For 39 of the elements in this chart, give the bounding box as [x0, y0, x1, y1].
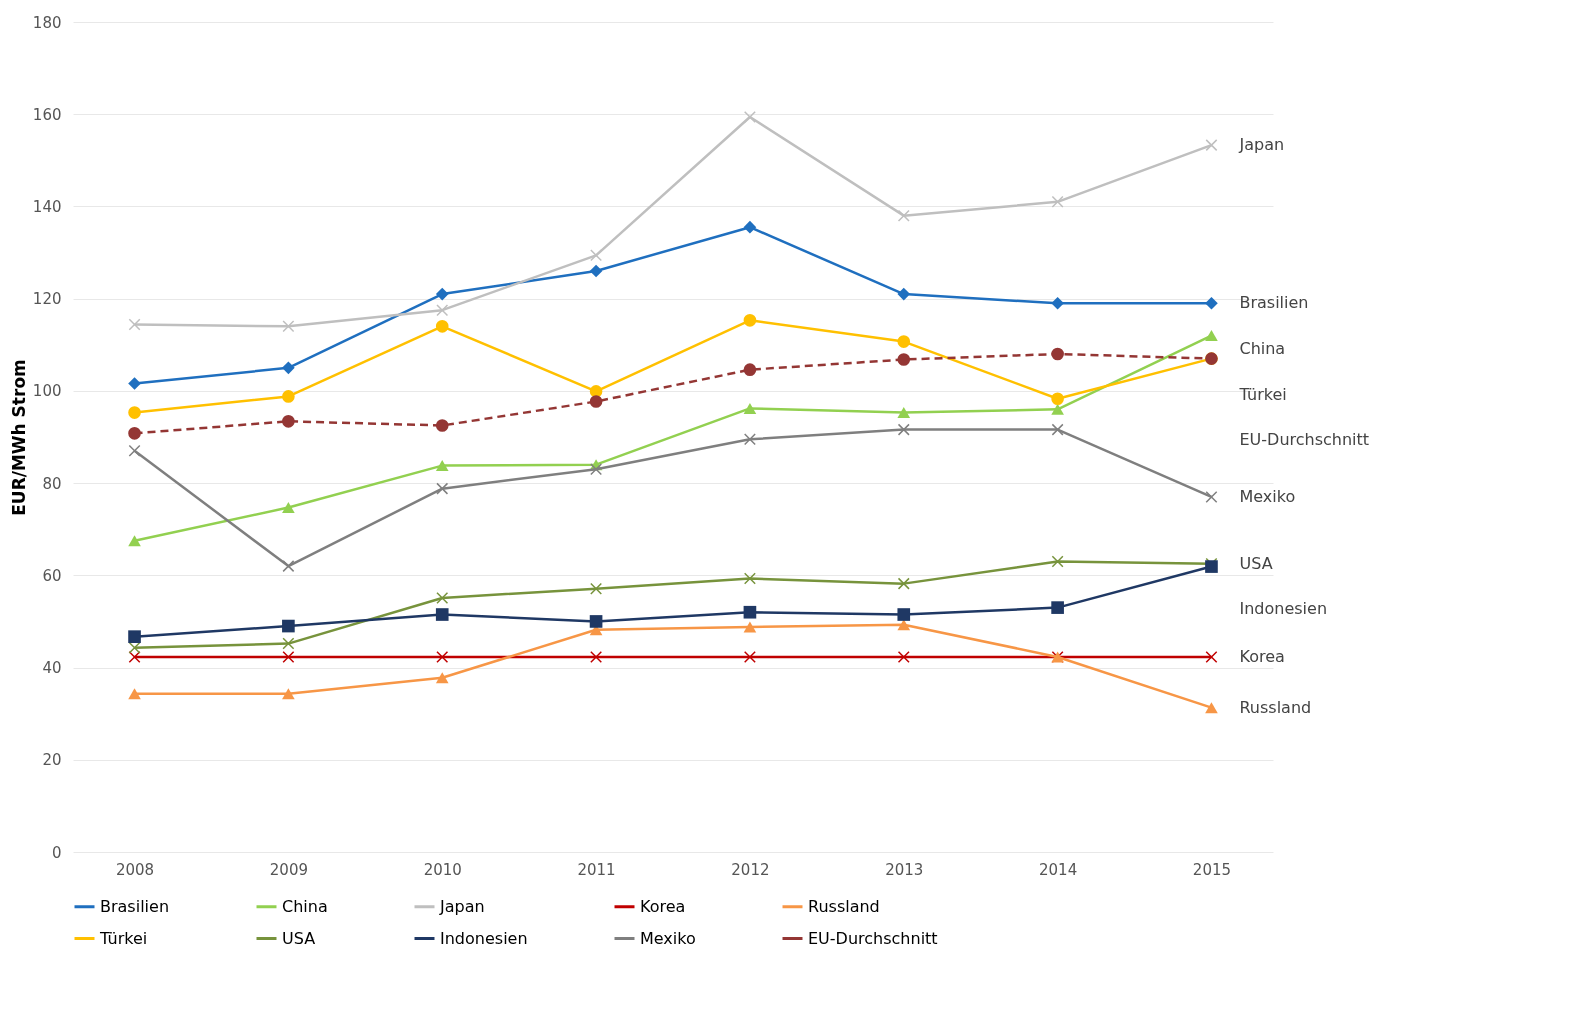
- text: EU-Durchschnitt: [1239, 430, 1370, 450]
- legend-label: Indonesien: [440, 928, 528, 948]
- y-tick-label: 160: [32, 105, 62, 124]
- y-tick-label: 60: [42, 566, 62, 585]
- legend-label: China: [282, 896, 328, 916]
- text: Indonesien: [1239, 599, 1328, 619]
- x-tick-label: 2008: [115, 860, 155, 879]
- x-tick-label: 2010: [423, 860, 462, 879]
- y-tick-label: 120: [32, 290, 62, 309]
- text: Brasilien: [1239, 293, 1309, 313]
- x-tick-label: 2014: [1039, 860, 1078, 879]
- text: USA: [1239, 553, 1273, 573]
- legend-label: Russland: [808, 896, 880, 916]
- y-tick-label: 180: [32, 13, 62, 32]
- legend-label: USA: [282, 928, 316, 948]
- y-tick-label: 0: [51, 843, 62, 862]
- legend-label: Korea: [640, 896, 686, 916]
- text: Japan: [1239, 135, 1285, 155]
- y-tick-label: 100: [32, 382, 62, 401]
- x-tick-label: 2012: [731, 860, 770, 879]
- text: Türkei: [1239, 384, 1287, 404]
- text: China: [1239, 338, 1286, 358]
- text: Russland: [1239, 697, 1312, 717]
- y-axis-title: EUR/MWh Strom: [8, 359, 29, 516]
- text: Mexiko: [1239, 486, 1296, 506]
- x-tick-label: 2013: [885, 860, 924, 879]
- y-tick-label: 40: [42, 659, 62, 678]
- y-tick-label: 80: [42, 474, 62, 493]
- legend-label: Türkei: [99, 928, 148, 948]
- y-tick-label: 140: [32, 197, 62, 216]
- x-tick-label: 2015: [1192, 860, 1232, 879]
- legend-label: EU-Durchschnitt: [808, 928, 938, 948]
- y-tick-label: 20: [42, 751, 62, 770]
- x-tick-label: 2011: [577, 860, 616, 879]
- legend-label: Mexiko: [640, 928, 696, 948]
- x-tick-label: 2009: [269, 860, 308, 879]
- legend-label: Japan: [439, 896, 485, 916]
- text: Korea: [1239, 646, 1285, 666]
- legend-label: Brasilien: [100, 896, 170, 916]
